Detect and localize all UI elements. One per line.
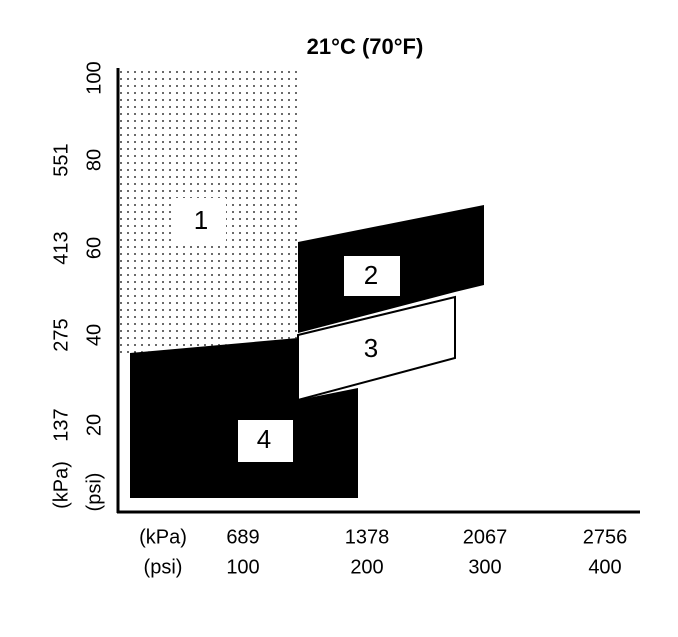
x-kpa-label: 2756 [583, 526, 628, 548]
x-psi-label: 200 [350, 556, 383, 578]
y-kpa-label: 413 [50, 231, 72, 264]
y-psi-label: 80 [83, 149, 105, 171]
x-kpa-label: 689 [226, 526, 259, 548]
y-kpa-label: 137 [50, 408, 72, 441]
label-box [344, 256, 400, 296]
y-psi-label: 100 [83, 61, 105, 94]
region-label: 3 [364, 333, 378, 363]
x-psi-label: 100 [226, 556, 259, 578]
x-kpa-label: 2067 [463, 526, 508, 548]
region-3-area [297, 295, 456, 402]
y-kpa-label: 551 [50, 143, 72, 176]
region-4-area [130, 338, 358, 498]
x-kpa-label: (kPa) [139, 526, 187, 548]
region-label: 4 [257, 424, 271, 454]
title: 21°C (70°F) [307, 34, 424, 59]
label-box [176, 198, 226, 244]
y-psi-label: (psi) [83, 473, 105, 512]
x-psi-label: 300 [468, 556, 501, 578]
y-psi-label: 40 [83, 324, 105, 346]
x-kpa-label: 1378 [345, 526, 390, 548]
x-psi-label: 400 [588, 556, 621, 578]
label-box [238, 420, 293, 462]
y-kpa-label: 275 [50, 318, 72, 351]
x-psi-label: (psi) [144, 556, 183, 578]
y-psi-label: 20 [83, 414, 105, 436]
region-label: 2 [364, 260, 378, 290]
y-kpa-label: (kPa) [50, 461, 72, 509]
region-label: 1 [194, 205, 208, 235]
y-psi-label: 60 [83, 237, 105, 259]
